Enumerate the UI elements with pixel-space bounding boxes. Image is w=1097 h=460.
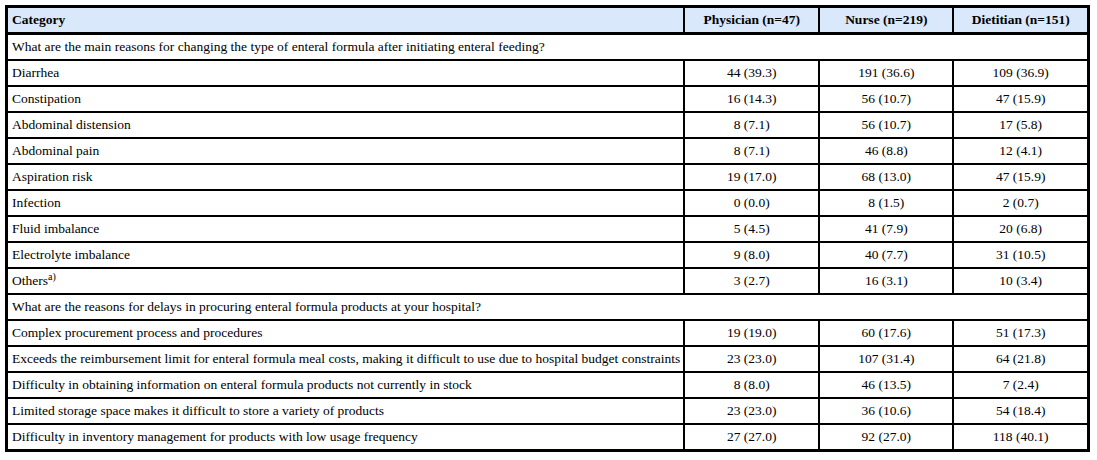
row-category: Infection [7, 190, 685, 216]
nurse-value: 56 (10.7) [819, 112, 953, 138]
table-row: Abdominal distension 8 (7.1) 56 (10.7) 1… [7, 112, 1089, 138]
row-category: Difficulty in inventory management for p… [7, 424, 685, 451]
table-row: Difficulty in obtaining information on e… [7, 372, 1089, 398]
physician-value: 44 (39.3) [684, 60, 819, 86]
column-header-nurse: Nurse (n=219) [819, 7, 953, 34]
dietitian-value: 17 (5.8) [953, 112, 1088, 138]
physician-value: 23 (23.0) [684, 346, 819, 372]
nurse-value: 191 (36.6) [819, 60, 953, 86]
dietitian-value: 47 (15.9) [953, 86, 1088, 112]
dietitian-value: 64 (21.8) [953, 346, 1088, 372]
nurse-value: 36 (10.6) [819, 398, 953, 424]
dietitian-value: 20 (6.8) [953, 216, 1088, 242]
nurse-value: 68 (13.0) [819, 164, 953, 190]
row-category: Othersa) [7, 268, 685, 294]
nurse-value: 40 (7.7) [819, 242, 953, 268]
physician-value: 23 (23.0) [684, 398, 819, 424]
nurse-value: 92 (27.0) [819, 424, 953, 451]
nurse-value: 16 (3.1) [819, 268, 953, 294]
row-category: Difficulty in obtaining information on e… [7, 372, 685, 398]
row-category: Fluid imbalance [7, 216, 685, 242]
column-header-dietitian: Dietitian (n=151) [953, 7, 1088, 34]
table-row: Constipation 16 (14.3) 56 (10.7) 47 (15.… [7, 86, 1089, 112]
physician-value: 19 (17.0) [684, 164, 819, 190]
nurse-value: 60 (17.6) [819, 320, 953, 346]
results-table: Category Physician (n=47) Nurse (n=219) … [5, 5, 1090, 452]
section-question-row: What are the reasons for delays in procu… [7, 294, 1089, 320]
dietitian-value: 12 (4.1) [953, 138, 1088, 164]
row-category: Diarrhea [7, 60, 685, 86]
table-row: Limited storage space makes it difficult… [7, 398, 1089, 424]
table-row: Exceeds the reimbursement limit for ente… [7, 346, 1089, 372]
table-row: Aspiration risk 19 (17.0) 68 (13.0) 47 (… [7, 164, 1089, 190]
dietitian-value: 118 (40.1) [953, 424, 1088, 451]
row-category: Abdominal pain [7, 138, 685, 164]
dietitian-value: 2 (0.7) [953, 190, 1088, 216]
dietitian-value: 109 (36.9) [953, 60, 1088, 86]
column-header-physician: Physician (n=47) [684, 7, 819, 34]
section-question: What are the main reasons for changing t… [7, 34, 1089, 61]
nurse-value: 56 (10.7) [819, 86, 953, 112]
dietitian-value: 54 (18.4) [953, 398, 1088, 424]
row-category: Constipation [7, 86, 685, 112]
physician-value: 27 (27.0) [684, 424, 819, 451]
nurse-value: 41 (7.9) [819, 216, 953, 242]
row-category: Exceeds the reimbursement limit for ente… [7, 346, 685, 372]
row-category-label: Others [12, 273, 48, 288]
table-row: Difficulty in inventory management for p… [7, 424, 1089, 451]
table-row: Othersa) 3 (2.7) 16 (3.1) 10 (3.4) [7, 268, 1089, 294]
section-question-row: What are the main reasons for changing t… [7, 34, 1089, 61]
row-category: Abdominal distension [7, 112, 685, 138]
table-row: Diarrhea 44 (39.3) 191 (36.6) 109 (36.9) [7, 60, 1089, 86]
physician-value: 3 (2.7) [684, 268, 819, 294]
dietitian-value: 10 (3.4) [953, 268, 1088, 294]
table-row: Complex procurement process and procedur… [7, 320, 1089, 346]
dietitian-value: 7 (2.4) [953, 372, 1088, 398]
row-category: Complex procurement process and procedur… [7, 320, 685, 346]
table-row: Abdominal pain 8 (7.1) 46 (8.8) 12 (4.1) [7, 138, 1089, 164]
header-row: Category Physician (n=47) Nurse (n=219) … [7, 7, 1089, 34]
row-category: Aspiration risk [7, 164, 685, 190]
table-row: Fluid imbalance 5 (4.5) 41 (7.9) 20 (6.8… [7, 216, 1089, 242]
dietitian-value: 47 (15.9) [953, 164, 1088, 190]
nurse-value: 8 (1.5) [819, 190, 953, 216]
table-row: Electrolyte imbalance 9 (8.0) 40 (7.7) 3… [7, 242, 1089, 268]
section-question: What are the reasons for delays in procu… [7, 294, 1089, 320]
physician-value: 8 (7.1) [684, 138, 819, 164]
table-row: Infection 0 (0.0) 8 (1.5) 2 (0.7) [7, 190, 1089, 216]
physician-value: 16 (14.3) [684, 86, 819, 112]
physician-value: 19 (19.0) [684, 320, 819, 346]
row-category: Electrolyte imbalance [7, 242, 685, 268]
dietitian-value: 31 (10.5) [953, 242, 1088, 268]
physician-value: 5 (4.5) [684, 216, 819, 242]
footnote-marker: a) [48, 271, 56, 282]
nurse-value: 107 (31.4) [819, 346, 953, 372]
row-category: Limited storage space makes it difficult… [7, 398, 685, 424]
physician-value: 8 (8.0) [684, 372, 819, 398]
physician-value: 0 (0.0) [684, 190, 819, 216]
physician-value: 8 (7.1) [684, 112, 819, 138]
nurse-value: 46 (13.5) [819, 372, 953, 398]
dietitian-value: 51 (17.3) [953, 320, 1088, 346]
physician-value: 9 (8.0) [684, 242, 819, 268]
nurse-value: 46 (8.8) [819, 138, 953, 164]
column-header-category: Category [7, 7, 685, 34]
